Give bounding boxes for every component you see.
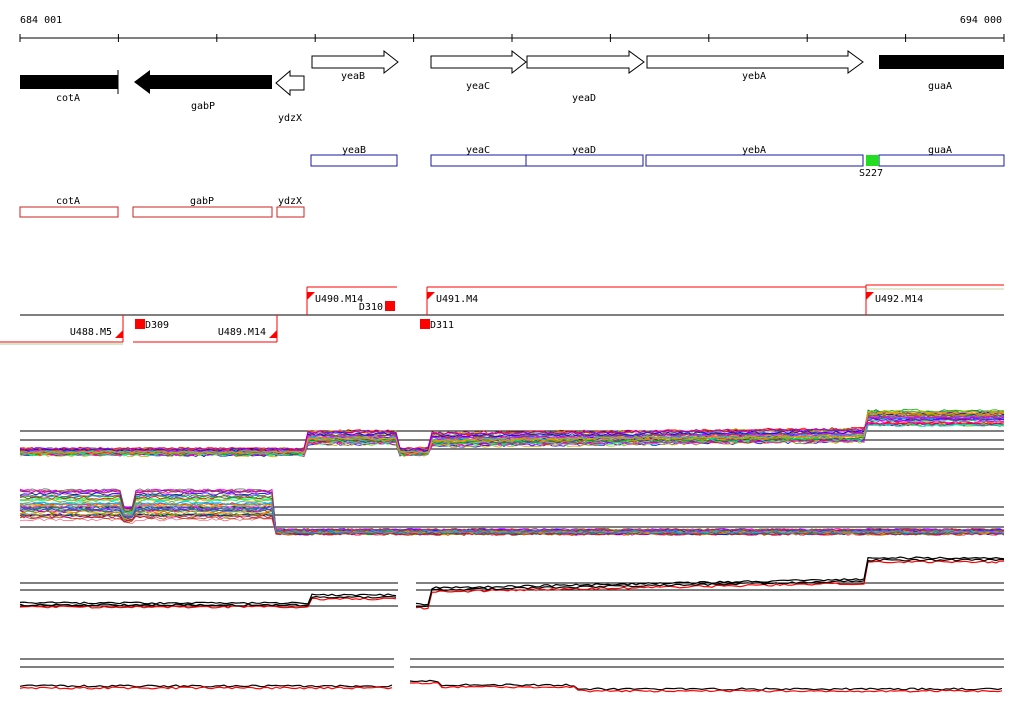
gene-label-yeaC: yeaC	[466, 81, 490, 92]
site-label-S227: S227	[859, 168, 883, 179]
gene-label-guaA: guaA	[928, 81, 952, 92]
expression-series-line	[415, 558, 1005, 608]
downshift-marker-D311[interactable]	[420, 319, 430, 329]
feature-label-guaA: guaA	[928, 145, 952, 156]
expression-panel-forward	[19, 408, 1005, 458]
gene-track[interactable]: cotA gabP ydzX yeaB yeaC yeaD yebA guaA	[20, 49, 1004, 124]
feature-box-yeaD[interactable]	[525, 154, 644, 167]
feature-label-yeaB: yeaB	[342, 145, 366, 156]
ruler-ticks	[19, 34, 1005, 42]
expression-panel-forward-summary	[19, 556, 1005, 610]
transcript-label-U491: U491.M4	[436, 294, 478, 305]
expression-panel-reverse	[19, 488, 1005, 537]
feature-box-ydzX[interactable]	[276, 206, 305, 218]
expression-series-line	[19, 686, 393, 690]
expression-series-line	[19, 412, 1005, 455]
tss-flag-U488[interactable]	[115, 330, 123, 338]
gene-label-ydzX: ydzX	[278, 113, 302, 124]
expression-series-line	[19, 415, 1005, 454]
gene-label-yebA: yebA	[742, 71, 766, 82]
feature-label-yebA: yebA	[742, 145, 766, 156]
feature-box-yeaB[interactable]	[310, 154, 398, 167]
transcript-label-U490: U490.M14	[315, 294, 363, 305]
forward-feature-track[interactable]: yeaB yeaC yeaD yebA guaA S227	[310, 145, 1005, 179]
gene-label-gabP: gabP	[191, 101, 215, 112]
tss-flag-U489[interactable]	[269, 330, 277, 338]
transcription-track[interactable]: U490.M14 U491.M4 U492.M14 D310 D309 D311…	[0, 284, 1004, 345]
tss-flag-U492[interactable]	[866, 292, 874, 300]
feature-box-cotA[interactable]	[19, 206, 119, 218]
expression-series-line	[19, 417, 1005, 451]
gene-yeaB[interactable]	[311, 49, 399, 75]
expression-series-line	[19, 489, 1005, 532]
tss-flag-U491[interactable]	[427, 292, 435, 300]
feature-label-gabP: gabP	[190, 196, 214, 207]
feature-box-gabP[interactable]	[132, 206, 273, 218]
gene-label-yeaB: yeaB	[341, 71, 365, 82]
reverse-feature-track[interactable]: cotA gabP ydzX	[19, 196, 305, 218]
expression-series-line	[19, 597, 397, 609]
tss-flag-U490[interactable]	[307, 292, 315, 300]
site-marker-S227[interactable]	[866, 155, 879, 166]
expression-series-line	[19, 501, 1005, 534]
gene-label-cotA: cotA	[56, 93, 80, 104]
expression-series-line	[19, 411, 1004, 454]
downshift-marker-D309[interactable]	[135, 319, 145, 329]
expression-series-line	[19, 593, 397, 605]
gene-cotA[interactable]	[20, 75, 118, 89]
expression-series-line	[19, 684, 393, 688]
expression-series-line	[19, 423, 1005, 456]
expression-series-line	[415, 560, 1005, 610]
expression-series-line	[410, 681, 1003, 693]
expression-series-line	[409, 679, 1003, 691]
gene-guaA[interactable]	[879, 55, 1004, 69]
coordinate-start: 684 001	[20, 15, 62, 26]
expression-panel-reverse-summary	[19, 658, 1004, 693]
gene-yeaD[interactable]	[526, 50, 645, 74]
coordinate-ruler: 684 001 694 000	[19, 15, 1005, 42]
downshift-label-D310: D310	[359, 302, 383, 313]
feature-box-yebA[interactable]	[645, 154, 864, 167]
expression-series-line	[415, 556, 1005, 606]
transcript-label-U492: U492.M14	[875, 294, 923, 305]
downshift-marker-D310[interactable]	[385, 301, 395, 311]
transcript-label-U488: U488.M5	[70, 327, 112, 338]
feature-box-yeaC[interactable]	[430, 154, 527, 167]
transcript-label-U489: U489.M14	[218, 327, 266, 338]
gene-yeaC[interactable]	[430, 49, 527, 75]
downshift-label-D309: D309	[145, 320, 169, 331]
gene-gabP[interactable]	[134, 70, 272, 94]
gene-ydzX[interactable]	[275, 69, 305, 97]
feature-label-cotA: cotA	[56, 196, 80, 207]
coordinate-end: 694 000	[960, 15, 1002, 26]
downshift-label-D311: D311	[430, 320, 454, 331]
feature-label-ydzX: ydzX	[278, 196, 302, 207]
feature-label-yeaC: yeaC	[466, 145, 490, 156]
expression-series-line	[19, 488, 1005, 533]
feature-label-yeaD: yeaD	[572, 145, 596, 156]
gene-label-yeaD: yeaD	[572, 93, 596, 104]
expression-series-line	[19, 595, 397, 607]
feature-box-guaA[interactable]	[878, 154, 1005, 167]
gene-yebA[interactable]	[646, 50, 864, 74]
